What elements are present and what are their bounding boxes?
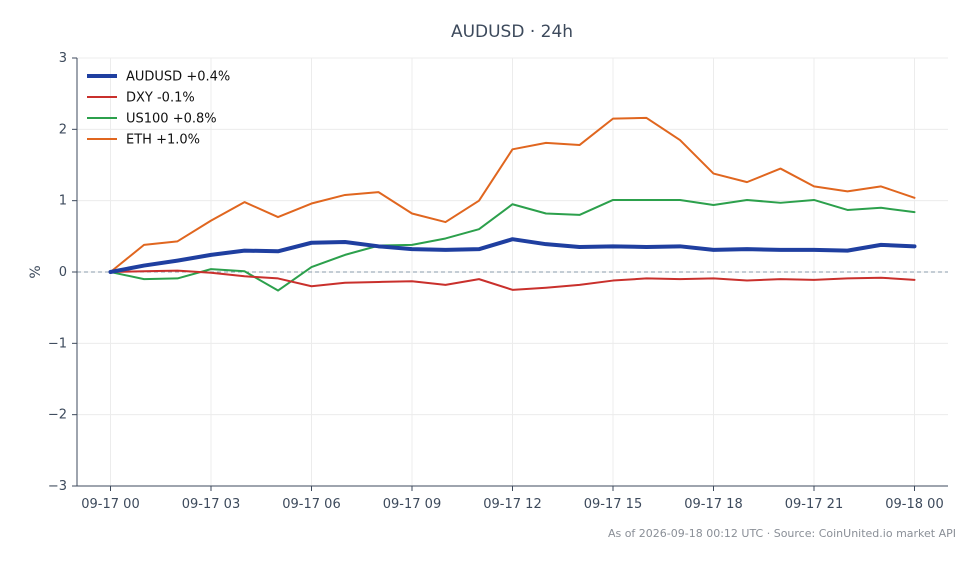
- y-tick-label: 1: [59, 194, 67, 209]
- y-tick-label: −3: [48, 479, 67, 494]
- x-tick-label: 09-17 06: [282, 497, 340, 512]
- series-line-3: [109, 116, 916, 273]
- x-tick-label: 09-17 03: [182, 497, 240, 512]
- y-axis-label: %: [28, 265, 44, 278]
- y-tick-label: 0: [59, 265, 67, 280]
- axes: [72, 57, 948, 491]
- y-tick-label: 2: [59, 122, 67, 137]
- x-tick-label: 09-17 09: [383, 497, 441, 512]
- legend-label: US100 +0.8%: [126, 112, 217, 127]
- y-tick-label: −2: [48, 408, 67, 423]
- legend-label: AUDUSD +0.4%: [126, 70, 230, 85]
- x-tick-label: 09-17 00: [81, 497, 139, 512]
- legend-label: ETH +1.0%: [126, 133, 200, 148]
- x-tick-label: 09-17 21: [785, 497, 843, 512]
- y-tick-label: 3: [59, 51, 67, 66]
- series-line-0: [108, 237, 917, 274]
- y-tick-label: −1: [48, 336, 67, 351]
- series-lines: [108, 116, 917, 292]
- x-tick-label: 09-17 15: [584, 497, 642, 512]
- legend-label: DXY -0.1%: [126, 91, 195, 106]
- x-tick-label: 09-17 18: [684, 497, 742, 512]
- grid: [77, 57, 948, 487]
- series-line-2: [109, 198, 916, 292]
- chart-title: AUDUSD · 24h: [451, 22, 573, 42]
- x-tick-label: 09-18 00: [885, 497, 943, 512]
- tick-labels: −3 −2 −1 0 1 2 3 09-17 00 09-17 03 09-17 06 09-17 …: [48, 51, 944, 512]
- series-line-1: [109, 269, 916, 291]
- legend: AUDUSD +0.4% DXY -0.1% US100 +0.8% ETH +1.0…: [87, 70, 230, 148]
- x-tick-label: 09-17 12: [483, 497, 541, 512]
- source-note: As of 2026-09-18 00:12 UTC · Source: Coi…: [608, 527, 956, 540]
